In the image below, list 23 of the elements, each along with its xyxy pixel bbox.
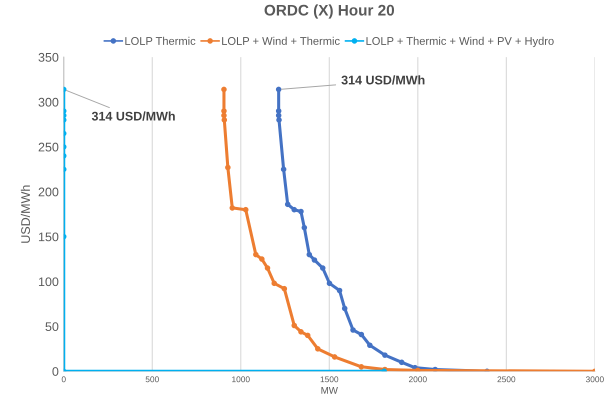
x-tick-label: 2500: [497, 376, 516, 382]
annotation: 314 USD/MWh: [92, 111, 175, 121]
y-tick-label: 50: [45, 322, 58, 332]
legend-label: LOLP + Wind + Thermic: [222, 36, 340, 45]
y-tick-label: 300: [38, 98, 58, 107]
legend-label: LOLP + Thermic + Wind + PV + Hydro: [366, 36, 554, 48]
x-tick-label: 1000: [232, 376, 250, 382]
y-axis-title: USD/MWh: [20, 186, 30, 243]
x-tick-label: 1500: [320, 376, 338, 382]
annotation: 314 USD/MWh: [341, 75, 424, 85]
y-tick-label: 100: [38, 277, 58, 286]
legend-label: LOLP Thermic: [125, 36, 196, 45]
y-tick-label: 250: [38, 142, 58, 152]
x-tick-label: 2000: [408, 376, 427, 382]
x-tick-label: 0: [62, 376, 66, 382]
x-axis-title: MW: [321, 387, 338, 394]
y-tick-label: 350: [38, 52, 58, 62]
chart-title: ORDC (X) Hour 20: [264, 4, 394, 19]
x-tick-label: 500: [146, 376, 159, 382]
y-tick-label: 200: [38, 188, 58, 196]
y-tick-label: 0: [52, 367, 58, 376]
x-tick-label: 3000: [586, 376, 604, 382]
y-tick-label: 150: [38, 232, 58, 242]
